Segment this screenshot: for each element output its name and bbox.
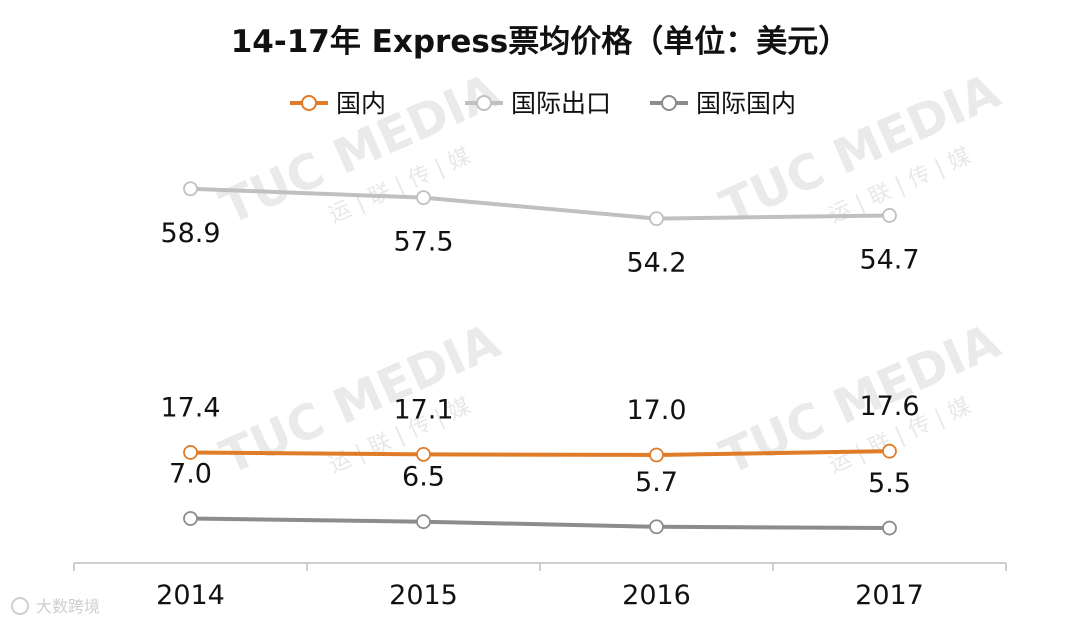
- x-tick-label: 2016: [622, 580, 691, 611]
- data-point: [882, 208, 897, 223]
- series: 17.4 17.1 17.0 17.6: [160, 391, 920, 463]
- data-point: [649, 519, 664, 535]
- series-layer: 58.9 57.5 54.2 54.7 7.0 6.5 5.7 5.5 17.4 17.1 17.0…: [160, 181, 920, 536]
- legend: 国内 国际出口 国际国内: [290, 89, 796, 118]
- legend-swatch-marker: [661, 95, 677, 111]
- credit-logo-icon: [11, 597, 29, 615]
- legend-label: 国际国内: [696, 89, 796, 118]
- data-label: 54.2: [626, 248, 686, 279]
- legend-label: 国内: [336, 89, 386, 118]
- data-label: 17.1: [393, 394, 453, 425]
- data-label: 17.6: [859, 391, 919, 422]
- data-label: 58.9: [160, 218, 220, 249]
- data-point: [183, 445, 198, 460]
- series: 7.0 6.5 5.7 5.5: [169, 459, 911, 536]
- data-point: [183, 181, 198, 197]
- legend-item: 国际出口: [465, 89, 611, 118]
- data-label: 54.7: [859, 244, 919, 275]
- data-label: 17.4: [160, 392, 220, 423]
- credit-text: 大数跨境: [36, 597, 100, 616]
- x-tick-label: 2014: [156, 580, 225, 611]
- data-point: [649, 211, 664, 227]
- legend-swatch-marker: [476, 95, 492, 111]
- legend-swatch-marker: [301, 95, 317, 111]
- data-label: 6.5: [402, 462, 445, 493]
- x-axis: 2014 2015 2016 2017: [73, 562, 1007, 611]
- data-label: 17.0: [626, 395, 686, 426]
- data-label: 5.7: [635, 467, 678, 498]
- series-line: [190, 186, 890, 221]
- legend-item: 国内: [290, 89, 386, 118]
- series: 58.9 57.5 54.2 54.7: [160, 181, 920, 279]
- data-label: 57.5: [393, 227, 453, 258]
- data-point: [416, 514, 431, 530]
- data-label: 5.5: [868, 468, 911, 499]
- data-label: 7.0: [169, 459, 212, 490]
- legend-label: 国际出口: [511, 89, 611, 118]
- data-point: [183, 511, 198, 526]
- data-point: [649, 447, 664, 463]
- legend-item: 国际国内: [650, 89, 796, 118]
- data-point: [416, 446, 431, 462]
- data-point: [882, 443, 897, 459]
- data-point: [416, 190, 431, 206]
- series-line: [190, 449, 890, 457]
- x-tick-label: 2017: [855, 580, 924, 611]
- series-line: [190, 516, 890, 531]
- credit-watermark: 大数跨境: [11, 597, 100, 616]
- chart-title: 14-17年 Express票均价格（单位：美元）: [231, 24, 850, 60]
- data-point: [882, 520, 897, 536]
- x-tick-label: 2015: [389, 580, 458, 611]
